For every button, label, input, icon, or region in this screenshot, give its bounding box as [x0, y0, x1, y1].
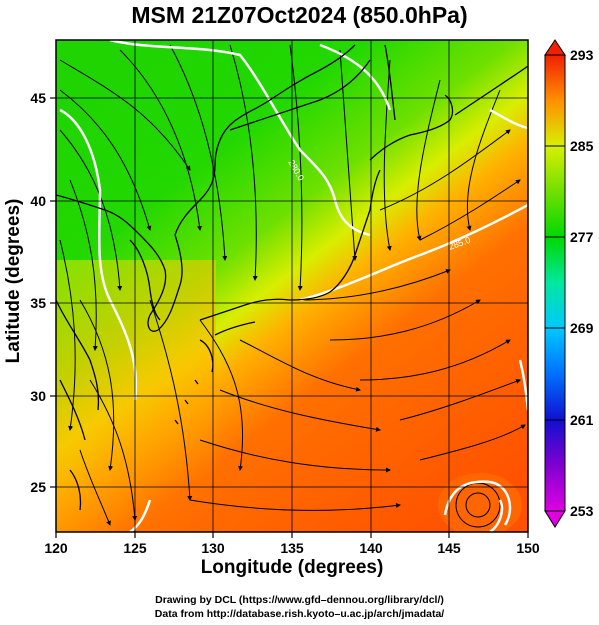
x-tick-label: 145 — [437, 540, 461, 556]
y-axis-label: Latitude (degrees) — [3, 198, 24, 364]
x-tick-label: 125 — [123, 540, 147, 556]
wind-streamlines — [59, 44, 526, 528]
x-axis-label: Longitude (degrees) — [200, 557, 384, 578]
x-tick-label: 150 — [516, 540, 540, 556]
temperature-contours — [59, 40, 528, 532]
y-tick-label: 45 — [30, 90, 46, 106]
credit-drawing: Drawing by DCL (https://www.gfd–dennou.o… — [155, 594, 444, 606]
x-tick-label: 120 — [44, 540, 68, 556]
colorbar-tick-label: 261 — [570, 412, 594, 428]
x-axis — [55, 532, 529, 538]
colorbar-tick-label: 253 — [570, 503, 594, 519]
y-tick-label: 35 — [30, 295, 46, 311]
colorbar-bar — [544, 54, 566, 512]
y-tick-label: 25 — [30, 479, 46, 495]
colorbar-min-arrow — [544, 510, 566, 528]
y-axis — [50, 97, 56, 488]
colorbar-tick-label: 293 — [570, 47, 594, 63]
coastlines — [56, 44, 528, 511]
y-tick-label: 40 — [30, 193, 46, 209]
graticule — [56, 40, 528, 532]
page-title: MSM 21Z07Oct2024 (850.0hPa) — [131, 2, 468, 28]
x-tick-label: 140 — [359, 540, 383, 556]
colorbar-max-arrow — [544, 39, 566, 56]
credit-data: Data from http://database.rish.kyoto–u.a… — [154, 608, 445, 620]
colorbar-tick-label: 269 — [570, 320, 594, 336]
x-tick-label: 135 — [280, 540, 304, 556]
y-tick-label: 30 — [30, 388, 46, 404]
x-tick-label: 130 — [201, 540, 225, 556]
colorbar-tick-label: 277 — [570, 229, 594, 245]
colorbar-tick-label: 285 — [570, 138, 594, 154]
colorbar — [544, 39, 566, 528]
